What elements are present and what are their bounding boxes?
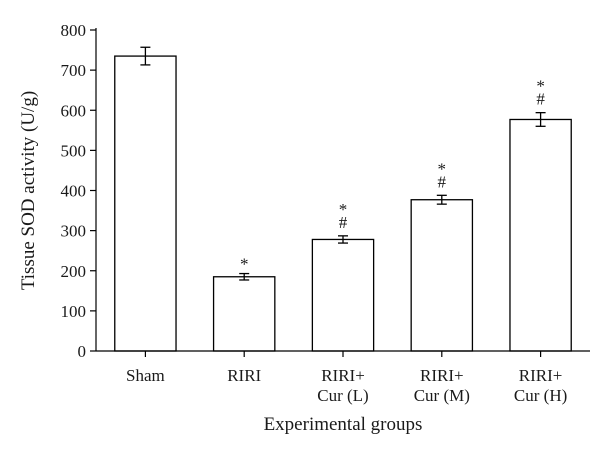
hash-mark: #: [536, 90, 545, 109]
annotations-layer: *#*#*#*: [240, 77, 545, 274]
asterisk-mark: *: [536, 77, 545, 96]
bar: [509, 118, 572, 352]
y-tick-label: 100: [61, 302, 87, 321]
y-tick-label: 0: [78, 342, 87, 361]
asterisk-mark: *: [339, 200, 348, 219]
asterisk-mark: *: [438, 159, 447, 178]
x-tick-label: Sham: [126, 366, 165, 385]
x-tick-label: RIRI+: [420, 366, 464, 385]
x-tick-label: Cur (L): [317, 386, 368, 405]
y-tick-label: 600: [61, 101, 87, 120]
x-tick-label: RIRI+: [519, 366, 563, 385]
hash-mark: #: [438, 172, 447, 191]
asterisk-mark: *: [240, 255, 249, 274]
labels-layer: Tissue SOD activity (U/g) Experimental g…: [18, 91, 422, 435]
hash-mark: #: [339, 213, 348, 232]
bar: [311, 238, 375, 352]
y-tick-label: 500: [61, 141, 87, 160]
y-axis-title: Tissue SOD activity (U/g): [18, 91, 39, 290]
y-tick-label: 400: [61, 182, 87, 201]
bar: [114, 55, 177, 352]
bar: [212, 276, 276, 352]
y-tick-label: 700: [61, 61, 87, 80]
x-tick-label: Cur (H): [514, 386, 567, 405]
x-tick-label: Cur (M): [414, 386, 470, 405]
x-axis-title: Experimental groups: [264, 414, 423, 435]
y-tick-label: 300: [61, 222, 87, 241]
y-tick-label: 800: [61, 21, 87, 40]
y-tick-label: 200: [61, 262, 87, 281]
error-bars-layer: [140, 46, 546, 281]
x-tick-label: RIRI: [227, 366, 261, 385]
bar: [410, 199, 474, 352]
x-tick-label: RIRI+: [321, 366, 365, 385]
